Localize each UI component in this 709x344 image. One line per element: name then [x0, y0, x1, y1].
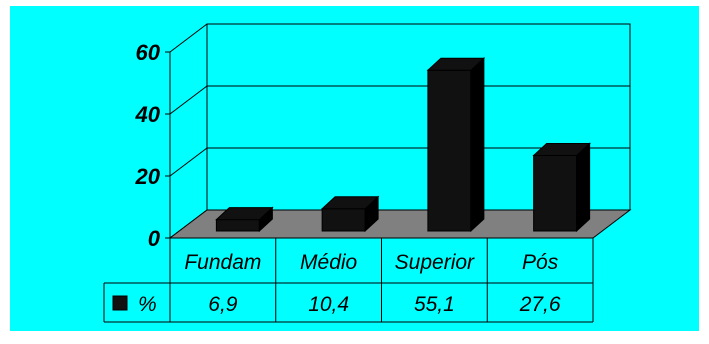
legend-swatch	[112, 295, 128, 311]
bar-side	[470, 57, 485, 233]
bar	[532, 142, 591, 233]
bar-top	[320, 196, 380, 210]
bar-front	[427, 69, 472, 232]
bar-side	[576, 142, 591, 233]
y-tick-label: 40	[135, 102, 161, 127]
bar-top	[215, 207, 274, 221]
x-tick-label: Pós	[522, 251, 559, 274]
gridline-depth	[169, 23, 208, 53]
y-tick-label: 0	[148, 226, 161, 251]
data-label: 27,6	[519, 293, 561, 316]
bar-front	[215, 219, 260, 232]
x-tick-label: Superior	[395, 251, 475, 274]
bar	[320, 195, 380, 233]
bar	[215, 206, 274, 233]
y-tick-label: 20	[135, 164, 161, 189]
legend-series-name: %	[138, 293, 157, 316]
x-tick-label: Fundam	[184, 251, 261, 274]
bar-top	[426, 57, 486, 71]
bar-front	[321, 208, 366, 232]
gridline-depth	[169, 147, 208, 177]
bar-top	[532, 142, 591, 156]
y-axis-ticks: 0 20 40 60	[135, 40, 171, 251]
bar	[426, 57, 486, 233]
data-table: Fundam 6,9 Médio 10,4 Superior 55,1 Pós 27,6%	[103, 237, 594, 323]
bars	[215, 57, 591, 233]
plot-background	[10, 6, 699, 331]
data-label: 6,9	[208, 293, 238, 316]
x-tick-label: Médio	[300, 251, 358, 274]
bar-front	[533, 154, 578, 232]
data-label: 55,1	[414, 293, 455, 316]
gridline-depth	[169, 85, 208, 115]
y-tick-label: 60	[136, 40, 161, 65]
data-label: 10,4	[308, 293, 349, 316]
